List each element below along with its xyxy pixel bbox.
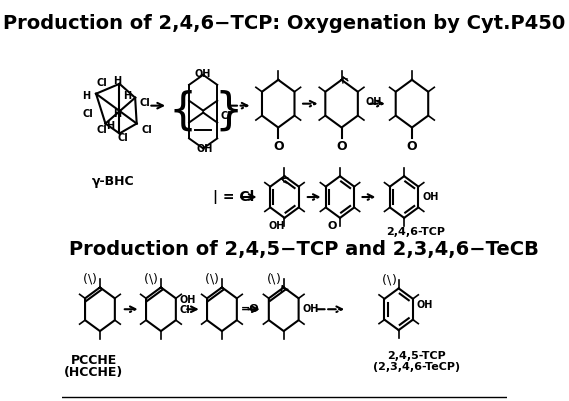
Text: Cl: Cl <box>82 109 93 119</box>
Text: \: \ <box>271 273 275 286</box>
Text: 2,4,5-TCP: 2,4,5-TCP <box>387 351 446 361</box>
Text: OH: OH <box>422 192 439 202</box>
Text: H: H <box>82 91 90 101</box>
Text: O: O <box>273 140 283 154</box>
Text: OH: OH <box>268 221 284 231</box>
Text: O: O <box>336 140 347 154</box>
Text: (HCCHE): (HCCHE) <box>64 366 123 379</box>
Text: 2,4,6-TCP: 2,4,6-TCP <box>386 227 446 237</box>
Text: O: O <box>407 140 417 154</box>
Text: OH: OH <box>365 97 381 107</box>
Text: Production of 2,4,6−TCP: Oxygenation by Cyt.P450: Production of 2,4,6−TCP: Oxygenation by … <box>3 14 566 33</box>
Text: Cl: Cl <box>220 111 231 121</box>
Text: ): ) <box>276 273 281 286</box>
Text: H: H <box>123 91 131 101</box>
Text: H: H <box>113 109 121 119</box>
Text: OH: OH <box>195 69 211 79</box>
Text: \: \ <box>387 274 391 287</box>
Text: OH: OH <box>196 144 213 154</box>
Text: O: O <box>327 221 336 231</box>
Text: \: \ <box>88 273 92 286</box>
Text: Cl: Cl <box>139 98 150 108</box>
Text: OH: OH <box>303 304 319 314</box>
Text: OH: OH <box>417 300 433 310</box>
Text: Production of 2,4,5−TCP and 2,3,4,6−TeCB: Production of 2,4,5−TCP and 2,3,4,6−TeCB <box>69 240 538 259</box>
Text: (: ( <box>205 273 209 286</box>
Text: (: ( <box>143 273 149 286</box>
Text: Cl: Cl <box>141 126 152 136</box>
Text: Cl: Cl <box>97 126 108 136</box>
Text: (: ( <box>266 273 271 286</box>
Text: ): ) <box>153 273 158 286</box>
Text: H: H <box>106 121 114 130</box>
Text: (: ( <box>83 273 88 286</box>
Text: \: \ <box>149 273 153 286</box>
Text: Cl: Cl <box>180 305 191 315</box>
Text: Cl: Cl <box>117 134 128 144</box>
Text: (2,3,4,6-TeCP): (2,3,4,6-TeCP) <box>373 362 460 372</box>
Text: }: } <box>214 89 242 132</box>
Text: \: \ <box>209 273 214 286</box>
Text: =O: =O <box>241 304 259 314</box>
Text: ): ) <box>214 273 219 286</box>
Text: OH: OH <box>180 295 196 305</box>
Text: H: H <box>113 76 121 86</box>
Text: (: ( <box>382 274 387 287</box>
Text: ): ) <box>391 274 397 287</box>
Text: γ-BHC: γ-BHC <box>92 175 134 188</box>
Text: ): ) <box>92 273 97 286</box>
Text: Cl: Cl <box>97 78 108 88</box>
Text: PCCHE: PCCHE <box>71 354 117 367</box>
Text: {: { <box>169 89 197 132</box>
Text: | = Cl: | = Cl <box>213 190 254 204</box>
